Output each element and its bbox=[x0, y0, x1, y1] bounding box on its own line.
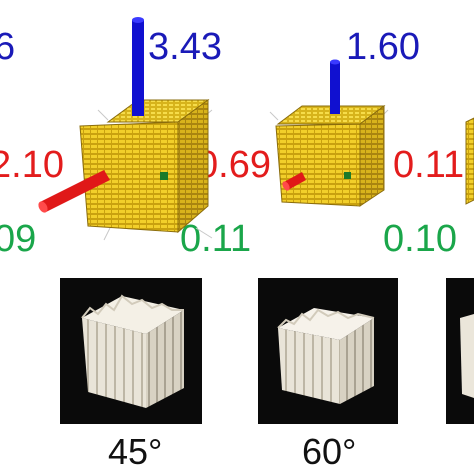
left-depth-value: 09 bbox=[0, 218, 37, 260]
lattice-cube-mid bbox=[79, 99, 210, 234]
angle-caption-45: 45° bbox=[108, 431, 163, 472]
right-horizontal-value: 0.11 bbox=[393, 144, 465, 186]
right-horizontal-bar bbox=[282, 172, 306, 191]
mid-horizontal-value: 0.69 bbox=[197, 144, 271, 186]
right-depth-marker bbox=[344, 172, 351, 179]
mid-depth-marker bbox=[160, 172, 168, 180]
lattice-render-svg bbox=[38, 17, 474, 241]
specimen-photo-60 bbox=[258, 278, 398, 424]
specimen-photo-45 bbox=[60, 278, 202, 424]
mid-vertical-bar bbox=[132, 17, 144, 116]
right-vertical-value: 1.60 bbox=[346, 26, 420, 68]
left-vertical-value: 6 bbox=[0, 26, 16, 68]
mid-depth-value: 0.11 bbox=[180, 218, 252, 260]
specimen-photo-edge bbox=[446, 278, 474, 424]
lattice-cube-right bbox=[275, 105, 386, 207]
angle-caption-60: 60° bbox=[302, 431, 357, 472]
left-horizontal-value: 2.10 bbox=[0, 144, 64, 186]
mid-horizontal-bar bbox=[38, 170, 110, 213]
lattice-cube-edge bbox=[465, 117, 474, 205]
mid-vertical-value: 3.43 bbox=[148, 26, 222, 68]
right-vertical-bar bbox=[330, 59, 340, 114]
right-depth-value: 0.10 bbox=[383, 218, 457, 260]
